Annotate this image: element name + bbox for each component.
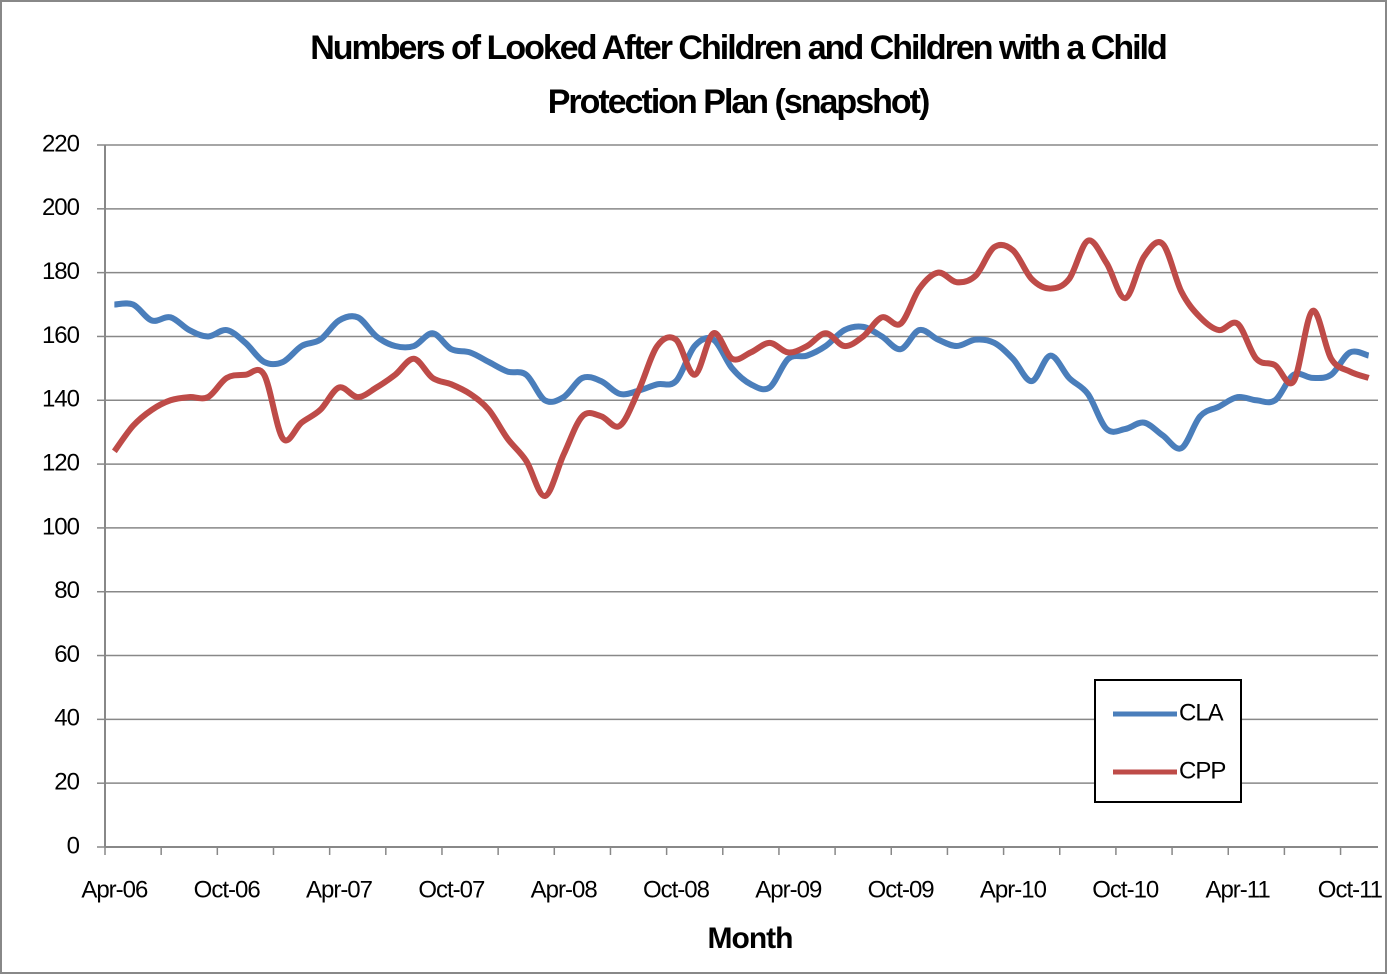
y-tick-label: 180	[42, 258, 80, 285]
y-tick-label: 20	[54, 769, 79, 796]
legend-label: CLA	[1179, 699, 1224, 726]
x-tick-label: Apr-08	[531, 876, 598, 903]
y-tick-label: 0	[67, 832, 80, 859]
x-tick-label: Oct-11	[1318, 876, 1383, 903]
x-axis-label: Month	[708, 922, 793, 955]
x-tick-label: Apr-11	[1205, 876, 1270, 903]
y-tick-label: 220	[42, 130, 80, 157]
x-tick-label: Oct-09	[868, 876, 935, 903]
x-tick-label: Apr-07	[306, 876, 373, 903]
series-line	[114, 300, 1370, 452]
x-tick-label: Oct-10	[1092, 876, 1159, 903]
y-tick-label: 200	[42, 194, 80, 221]
y-tick-label: 40	[54, 705, 79, 732]
series-line	[111, 237, 1370, 499]
x-tick-label: Apr-06	[81, 876, 148, 903]
x-tick-label: Oct-08	[643, 876, 710, 903]
chart-title: Protection Plan (snapshot)	[548, 83, 929, 121]
chart-title: Numbers of Looked After Children and Chi…	[310, 29, 1166, 67]
y-tick-label: 80	[54, 577, 79, 604]
legend-label: CPP	[1179, 757, 1225, 784]
x-tick-label: Oct-07	[418, 876, 485, 903]
y-tick-label: 100	[42, 513, 80, 540]
y-tick-label: 60	[54, 641, 79, 668]
x-tick-label: Apr-09	[755, 876, 822, 903]
legend-box	[1094, 679, 1242, 803]
x-tick-label: Apr-10	[980, 876, 1047, 903]
y-tick-label: 160	[42, 322, 80, 349]
y-tick-label: 140	[42, 386, 80, 413]
y-tick-label: 120	[42, 449, 80, 476]
x-tick-label: Oct-06	[194, 876, 261, 903]
